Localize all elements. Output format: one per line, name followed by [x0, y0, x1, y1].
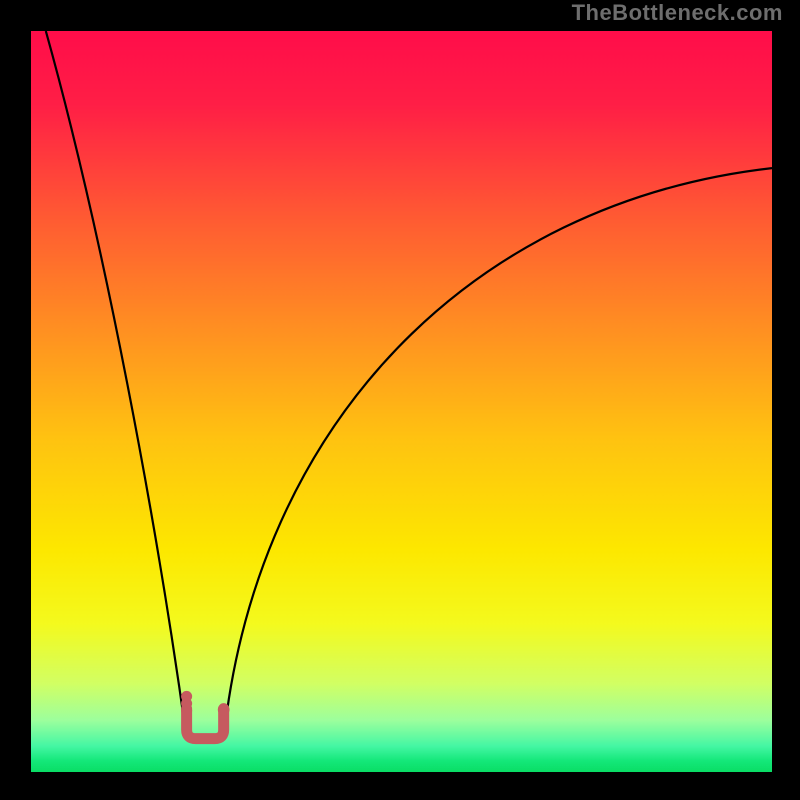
plot-area	[31, 31, 772, 772]
plateau-connector	[187, 709, 224, 739]
watermark-text: TheBottleneck.com	[572, 0, 783, 26]
plateau-layer	[31, 31, 772, 772]
plateau-dot	[181, 691, 192, 702]
plateau-dot	[218, 704, 230, 716]
figure-root: TheBottleneck.com	[0, 0, 800, 800]
